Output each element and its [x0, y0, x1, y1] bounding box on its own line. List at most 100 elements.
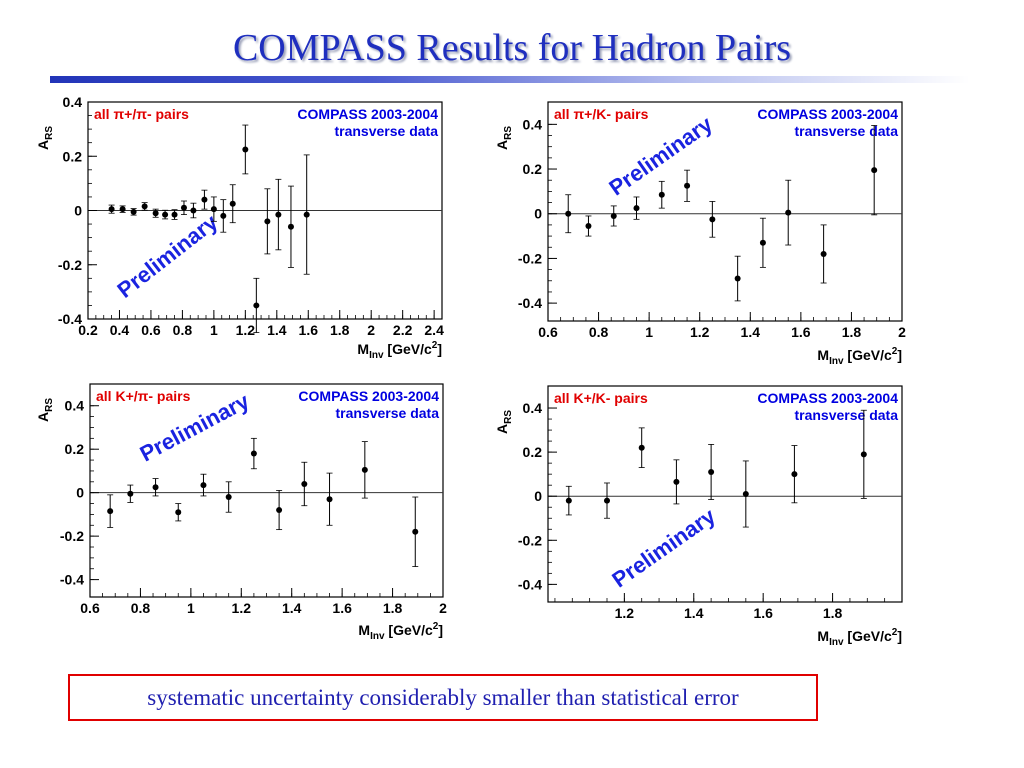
x-tick-label: 2.4: [424, 322, 444, 338]
y-axis-label-sub: RS: [44, 126, 55, 140]
x-tick-label: 1.2: [236, 322, 256, 338]
x-tick-label: 0.2: [78, 322, 98, 338]
pair-type-label: all π+/K- pairs: [554, 106, 649, 122]
data-point: [152, 210, 159, 217]
y-tick-label: 0: [534, 488, 542, 504]
data-point: [638, 444, 645, 451]
data-point: [791, 471, 798, 478]
data-point: [107, 508, 114, 515]
experiment-label: COMPASS 2003-2004: [298, 388, 439, 404]
x-tick-label: 2: [367, 322, 375, 338]
x-axis-label-unit: [GeV/c: [384, 341, 432, 357]
x-tick-label: 1.8: [330, 322, 350, 338]
x-tick-label: 0.8: [173, 322, 193, 338]
x-tick-label: 1.4: [684, 605, 704, 621]
chart-panel-2: 0.6 0.8 1 1.2 1.4 1.6 1.8 2 -0.4 -0.2 0 0.2 0.4 ARS MI…: [494, 101, 906, 367]
data-point: [412, 528, 419, 535]
y-axis-label-main: A: [35, 412, 51, 422]
data-point: [610, 212, 617, 219]
data-point: [326, 496, 333, 503]
data-point: [276, 507, 283, 514]
y-tick-label: 0.4: [523, 400, 543, 416]
y-tick-label: 0.2: [65, 441, 85, 457]
y-tick-label: 0.4: [65, 398, 85, 414]
data-point: [871, 167, 878, 174]
y-axis-label: ARS: [494, 126, 514, 150]
data-point: [303, 211, 310, 218]
x-tick-label: 0.6: [80, 600, 100, 616]
data-point: [242, 146, 249, 153]
x-tick-label: 1.6: [299, 322, 319, 338]
y-tick-label: 0: [76, 485, 84, 501]
y-axis-label-main: A: [494, 140, 510, 150]
x-tick-label: 1: [645, 324, 653, 340]
x-axis-label-unit: [GeV/c: [844, 628, 892, 644]
data-point: [633, 205, 640, 212]
x-axis-label-sub: Inv: [829, 637, 844, 648]
data-point: [200, 482, 207, 489]
x-tick-label: 1.6: [753, 605, 773, 621]
x-axis-label-sub: Inv: [829, 356, 844, 367]
x-axis-label-unit: [GeV/c: [844, 347, 892, 363]
y-tick-label: 0.2: [63, 148, 83, 164]
x-axis-label: MInv [GeV/c2]: [358, 621, 443, 642]
x-axis-label-sup: 2: [892, 346, 898, 357]
data-point: [820, 250, 827, 257]
data-point: [684, 182, 691, 189]
data-point: [264, 218, 271, 225]
x-axis-label-main: M: [817, 347, 829, 363]
x-axis-label-main: M: [357, 341, 369, 357]
x-tick-label: 0.8: [589, 324, 609, 340]
x-tick-label: 0.4: [110, 322, 130, 338]
y-tick-label: -0.4: [518, 295, 542, 311]
data-point: [119, 206, 126, 213]
y-axis-label: ARS: [35, 126, 55, 150]
y-axis-label-sub: RS: [44, 398, 55, 412]
data-point: [604, 497, 610, 504]
data-point: [673, 478, 680, 485]
x-tick-label: 1.6: [791, 324, 811, 340]
pair-type-label: all π+/π- pairs: [94, 106, 189, 122]
systematic-note-text: systematic uncertainty considerably smal…: [147, 684, 739, 710]
data-point: [708, 468, 715, 475]
data-point: [565, 497, 572, 504]
x-axis-label-main: M: [358, 622, 370, 638]
data-point: [190, 207, 197, 214]
data-point: [361, 466, 368, 473]
x-tick-label: 1.2: [690, 324, 710, 340]
x-axis-label-end: ]: [897, 628, 902, 644]
data-point: [759, 239, 766, 246]
dataset-label: transverse data: [335, 405, 439, 421]
x-tick-label: 0.6: [141, 322, 161, 338]
data-point: [709, 216, 716, 223]
x-tick-label: 1.6: [332, 600, 352, 616]
data-point: [229, 200, 236, 207]
data-point: [742, 491, 749, 497]
data-point: [152, 484, 159, 491]
x-tick-label: 2.2: [393, 322, 413, 338]
data-point: [250, 450, 257, 457]
y-axis-label-sub: RS: [503, 410, 514, 424]
data-point: [275, 211, 282, 218]
data-point: [734, 275, 741, 282]
x-tick-label: 1: [210, 322, 218, 338]
data-point: [162, 211, 169, 218]
y-axis-label: ARS: [35, 398, 55, 422]
data-point: [220, 212, 227, 219]
title-underline: [50, 76, 970, 83]
dataset-label: transverse data: [794, 123, 898, 139]
data-point: [171, 211, 178, 218]
chart-panel-1: 0.2 0.4 0.6 0.8 1 1.2 1.4 1.6 1.8 2 2.2 2.4 -0.4 -0.2…: [35, 94, 444, 361]
y-tick-label: 0.2: [523, 444, 543, 460]
x-tick-label: 1.8: [842, 324, 862, 340]
data-point: [130, 208, 137, 215]
y-tick-label: -0.2: [58, 257, 82, 273]
x-axis-label-end: ]: [438, 622, 443, 638]
x-axis-label-end: ]: [437, 341, 442, 357]
x-axis-label: MInv [GeV/c2]: [817, 346, 902, 367]
chart-panel-3: 0.6 0.8 1 1.2 1.4 1.6 1.8 2 -0.4 -0.2 0 0.2 0.4 ARS MI…: [35, 383, 447, 642]
data-point: [785, 209, 792, 216]
plot-frame: [547, 101, 903, 322]
x-tick-label: 1.4: [741, 324, 761, 340]
x-axis-label-sup: 2: [433, 621, 439, 632]
